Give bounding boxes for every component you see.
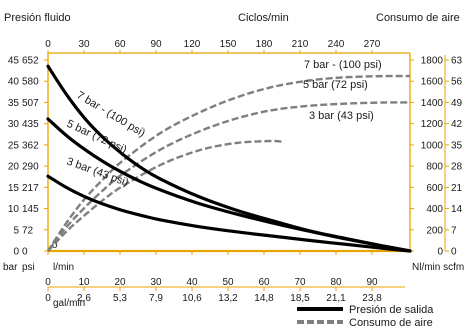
bottom-tick-galmin: 0: [45, 293, 51, 304]
bottom-tick-lmin: 80: [330, 277, 342, 288]
legend-air-label: Consumo de aire: [349, 317, 433, 327]
right-tick-nl: 1200: [421, 119, 444, 130]
bottom-tick-galmin: 23,8: [362, 293, 382, 304]
right-tick-nl: 200: [426, 225, 443, 236]
right-tick-nl: 800: [426, 162, 443, 173]
left-tick-bar: 35: [8, 98, 20, 109]
bottom-axis-ticks: 0 0 10 2,6 20 5,3 30 7,9 40 10,6 50 13,2 60 14,8 70 18,…: [45, 251, 405, 304]
bottom-tick-lmin: 60: [258, 277, 270, 288]
left-tick-psi: 217: [22, 183, 39, 194]
bottom-tick-galmin: 21,1: [326, 293, 346, 304]
left-unit-psi: psi: [22, 262, 35, 273]
air-curve: [47, 139, 284, 252]
left-tick-psi: 652: [22, 56, 39, 67]
right-tick-nl: 1600: [421, 77, 444, 88]
left-tick-bar: 40: [8, 77, 20, 88]
top-tick-label: 30: [78, 39, 90, 50]
bottom-tick-lmin: 70: [294, 277, 306, 288]
top-axis-ticks: 0 30 60 90 120 150 180 210 240 270: [45, 39, 381, 53]
right-tick-nl: 400: [426, 204, 443, 215]
bottom-tick-galmin: 18,5: [290, 293, 310, 304]
title-fluid-pressure: Presión fluido: [4, 12, 71, 24]
right-unit-label: Nl/min scfm: [412, 262, 464, 273]
bottom-tick-lmin: 30: [150, 277, 162, 288]
right-tick-scfm: 21: [451, 183, 463, 194]
air-curve: [47, 101, 411, 252]
bottom-tick-galmin: 10,6: [182, 293, 202, 304]
title-cycles: Ciclos/min: [238, 12, 289, 24]
left-tick-psi: 507: [22, 98, 39, 109]
title-air-consumption: Consumo de aire: [376, 12, 460, 24]
bottom-unit-galmin: gal/min: [53, 298, 85, 309]
top-tick-label: 150: [220, 39, 237, 50]
pressure-curve: [46, 117, 412, 253]
bottom-tick-lmin: 0: [45, 277, 51, 288]
left-tick-psi: 580: [22, 77, 39, 88]
left-tick-bar: 20: [8, 162, 20, 173]
pressure-curve: [46, 64, 412, 253]
left-tick-psi: 435: [22, 119, 39, 130]
left-tick-psi: 0: [22, 247, 28, 258]
right-tick-nl: 1800: [421, 56, 444, 67]
left-tick-psi: 145: [22, 204, 39, 215]
left-tick-bar: 5: [13, 225, 19, 236]
left-unit-bar: bar: [3, 262, 18, 273]
outlet-pressure-curves: [46, 64, 412, 253]
right-tick-nl: 0: [437, 247, 443, 258]
left-tick-bar: 10: [8, 204, 20, 215]
left-tick-bar: 0: [13, 247, 19, 258]
bottom-tick-lmin: 40: [186, 277, 198, 288]
bottom-tick-galmin: 7,9: [149, 293, 163, 304]
air-label-3bar: 3 bar (43 psi): [309, 110, 374, 122]
right-tick-scfm: 28: [451, 162, 463, 173]
baseline-zero-label: 0: [52, 240, 58, 251]
bottom-tick-galmin: 5,3: [113, 293, 127, 304]
right-tick-scfm: 49: [451, 98, 463, 109]
top-tick-label: 60: [114, 39, 126, 50]
pressure-curve: [46, 174, 412, 253]
bottom-tick-lmin: 10: [78, 277, 90, 288]
right-tick-nl: 1400: [421, 98, 444, 109]
right-tick-scfm: 14: [451, 204, 463, 215]
right-tick-scfm: 63: [451, 56, 463, 67]
bottom-tick-lmin: 90: [366, 277, 378, 288]
left-tick-bar: 30: [8, 119, 20, 130]
right-tick-scfm: 35: [451, 140, 463, 151]
legend-pressure-label: Presión de salida: [349, 304, 434, 316]
left-tick-psi: 290: [22, 162, 39, 173]
right-tick-scfm: 0: [451, 247, 457, 258]
left-tick-bar: 25: [8, 140, 20, 151]
right-tick-scfm: 7: [451, 225, 457, 236]
top-tick-label: 120: [184, 39, 201, 50]
right-tick-scfm: 56: [451, 77, 463, 88]
left-tick-psi: 72: [22, 225, 34, 236]
left-tick-bar: 15: [8, 183, 20, 194]
right-tick-scfm: 42: [451, 119, 463, 130]
bottom-tick-galmin: 14,8: [254, 293, 274, 304]
left-tick-bar: 45: [8, 56, 20, 67]
bottom-tick-galmin: 2,6: [77, 293, 91, 304]
left-tick-psi: 362: [22, 140, 39, 151]
bottom-tick-galmin: 13,2: [218, 293, 238, 304]
top-tick-label: 210: [292, 39, 309, 50]
air-label-5bar: 5 bar (72 psi): [303, 79, 368, 91]
top-tick-label: 180: [256, 39, 273, 50]
bottom-tick-lmin: 20: [114, 277, 126, 288]
air-label-7bar: 7 bar - (100 psi): [304, 59, 382, 71]
top-tick-label: 270: [364, 39, 381, 50]
right-tick-nl: 600: [426, 183, 443, 194]
bottom-tick-lmin: 50: [222, 277, 234, 288]
top-tick-label: 0: [45, 39, 51, 50]
bottom-unit-lmin: l/min: [53, 262, 74, 273]
top-tick-label: 90: [150, 39, 162, 50]
right-tick-nl: 1000: [421, 140, 444, 151]
top-tick-label: 240: [328, 39, 345, 50]
